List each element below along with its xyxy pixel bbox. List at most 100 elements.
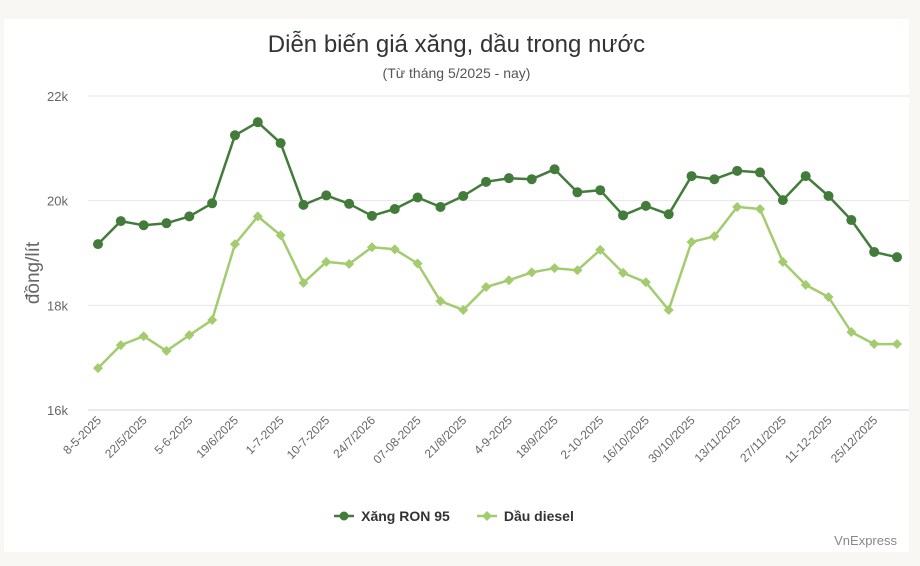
- data-point[interactable]: [138, 220, 149, 231]
- data-point[interactable]: [869, 246, 880, 257]
- diamond-marker-icon: [476, 511, 497, 521]
- y-tick-label: 16k: [47, 403, 68, 418]
- y-tick-label: 18k: [47, 298, 68, 313]
- data-point[interactable]: [412, 258, 423, 269]
- data-point[interactable]: [184, 211, 195, 222]
- data-point[interactable]: [503, 173, 514, 184]
- legend-item-diesel[interactable]: Dầu diesel: [476, 508, 574, 524]
- data-point[interactable]: [572, 187, 583, 198]
- data-point[interactable]: [184, 330, 195, 341]
- x-tick-label: 13/11/2025: [692, 413, 744, 465]
- chart-subtitle: (Từ tháng 5/2025 - nay): [382, 65, 531, 81]
- data-point[interactable]: [161, 345, 172, 356]
- data-point[interactable]: [709, 231, 720, 242]
- data-point[interactable]: [229, 130, 240, 141]
- data-point[interactable]: [732, 165, 743, 176]
- data-point[interactable]: [549, 164, 560, 175]
- data-point[interactable]: [481, 176, 492, 187]
- data-point[interactable]: [777, 256, 788, 267]
- data-point[interactable]: [366, 242, 377, 253]
- data-point[interactable]: [252, 211, 263, 222]
- data-point[interactable]: [892, 339, 902, 350]
- x-tick-label: 4-9-2025: [471, 413, 515, 457]
- data-point[interactable]: [321, 256, 332, 267]
- data-point[interactable]: [892, 252, 902, 263]
- data-point[interactable]: [344, 198, 355, 209]
- chart-card: Diễn biến giá xăng, dầu trong nước (Từ t…: [4, 19, 909, 552]
- y-tick-label: 20k: [47, 194, 68, 209]
- x-tick-label: 24/7/2026: [330, 413, 378, 461]
- data-point[interactable]: [298, 199, 309, 210]
- data-point[interactable]: [93, 239, 103, 250]
- data-point[interactable]: [275, 230, 286, 241]
- data-point[interactable]: [412, 192, 423, 203]
- x-tick-label: 1-7-2025: [243, 413, 287, 457]
- data-point[interactable]: [755, 167, 766, 178]
- data-point[interactable]: [503, 275, 514, 286]
- data-point[interactable]: [709, 174, 720, 185]
- x-tick-label: 2-10-2025: [558, 413, 607, 462]
- data-point[interactable]: [732, 201, 743, 212]
- data-point[interactable]: [115, 216, 126, 227]
- data-point[interactable]: [389, 204, 400, 215]
- data-point[interactable]: [618, 267, 629, 278]
- data-point[interactable]: [800, 279, 811, 290]
- data-point[interactable]: [458, 305, 469, 316]
- legend-label-diesel: Dầu diesel: [503, 508, 574, 524]
- data-point[interactable]: [640, 277, 651, 288]
- data-point[interactable]: [435, 201, 446, 212]
- data-point[interactable]: [663, 209, 674, 220]
- data-point[interactable]: [777, 195, 788, 206]
- data-point[interactable]: [93, 363, 103, 374]
- data-point[interactable]: [846, 215, 857, 226]
- data-point[interactable]: [481, 282, 492, 293]
- series-diesel: [93, 201, 902, 374]
- series-ron95: [93, 117, 902, 263]
- x-tick-label: 22/5/2025: [102, 413, 150, 461]
- y-tick-label: 22k: [47, 89, 68, 104]
- x-tick-label: 18/9/2025: [513, 413, 561, 461]
- x-tick-label: 07-08-2025: [370, 413, 424, 467]
- data-point[interactable]: [321, 190, 332, 201]
- data-point[interactable]: [161, 218, 172, 229]
- data-point[interactable]: [229, 239, 240, 250]
- data-point[interactable]: [686, 237, 697, 248]
- data-point[interactable]: [595, 244, 606, 255]
- data-point[interactable]: [344, 258, 355, 269]
- data-point[interactable]: [207, 314, 218, 325]
- x-tick-label: 19/6/2025: [193, 413, 241, 461]
- data-point[interactable]: [869, 339, 880, 350]
- data-point[interactable]: [640, 200, 651, 211]
- legend-label-ron95: Xăng RON 95: [361, 508, 450, 524]
- data-point[interactable]: [389, 244, 400, 255]
- x-tick-label: 21/8/2025: [422, 413, 470, 461]
- legend-item-ron95[interactable]: Xăng RON 95: [333, 508, 450, 524]
- data-point[interactable]: [595, 185, 606, 196]
- data-point[interactable]: [823, 291, 834, 302]
- data-point[interactable]: [549, 263, 560, 274]
- data-point[interactable]: [435, 296, 446, 307]
- data-point[interactable]: [572, 265, 583, 276]
- chart-title: Diễn biến giá xăng, dầu trong nước: [267, 31, 646, 58]
- data-point[interactable]: [138, 331, 149, 342]
- x-tick-label: 5-6-2025: [152, 413, 196, 457]
- data-point[interactable]: [275, 138, 286, 149]
- data-point[interactable]: [298, 277, 309, 288]
- data-point[interactable]: [207, 198, 218, 209]
- data-point[interactable]: [526, 267, 537, 278]
- data-point[interactable]: [526, 174, 537, 185]
- data-point[interactable]: [846, 327, 857, 338]
- data-point[interactable]: [252, 117, 263, 128]
- data-point[interactable]: [755, 204, 766, 215]
- data-point[interactable]: [823, 190, 834, 201]
- x-tick-label: 8-5-2025: [60, 413, 104, 457]
- data-point[interactable]: [458, 190, 469, 201]
- data-point[interactable]: [686, 171, 697, 182]
- source-credit: VnExpress: [834, 533, 897, 548]
- data-point[interactable]: [800, 171, 811, 182]
- data-point[interactable]: [663, 305, 674, 316]
- data-point[interactable]: [366, 210, 377, 221]
- data-point[interactable]: [115, 340, 126, 351]
- data-point[interactable]: [618, 210, 629, 221]
